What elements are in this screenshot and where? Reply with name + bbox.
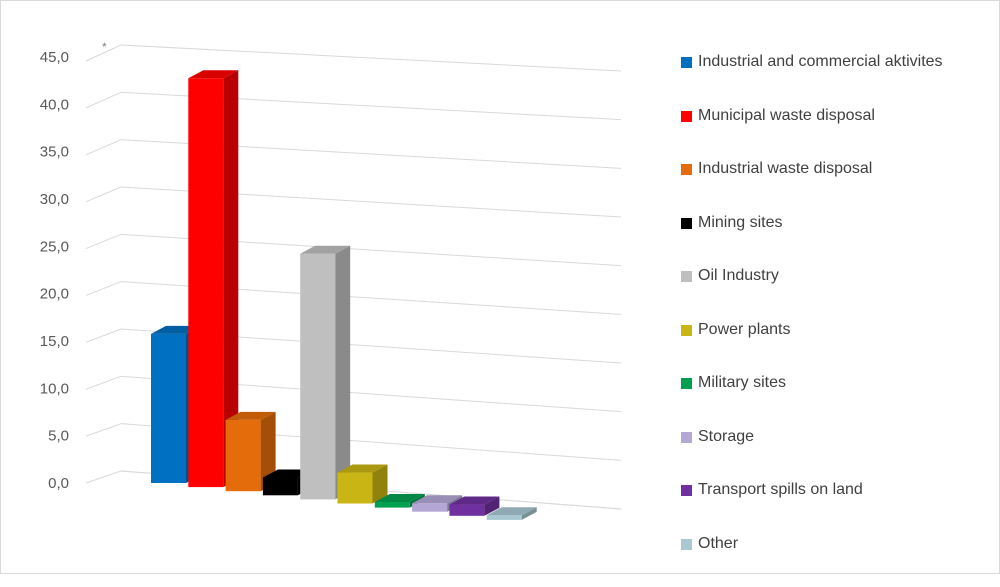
legend-item: Industrial waste disposal (681, 159, 991, 213)
bar-front (226, 420, 261, 491)
legend-item: Industrial and commercial aktivites (681, 52, 991, 106)
legend-label: Oil Industry (698, 266, 779, 286)
bar-front (375, 502, 410, 508)
side-gridline (86, 471, 121, 483)
y-tick-label: 20,0 (40, 286, 69, 303)
side-gridline (86, 329, 121, 342)
bar-front (263, 477, 298, 495)
bar-power-plants (338, 465, 388, 504)
y-tick-label: 10,0 (40, 380, 69, 397)
side-gridline (86, 376, 121, 389)
bar-front (449, 505, 484, 516)
legend-label: Municipal waste disposal (698, 106, 875, 126)
legend-swatch (681, 218, 692, 229)
legend-item: Power plants (681, 320, 991, 374)
y-tick-label: 35,0 (40, 144, 69, 161)
legend-label: Industrial and commercial aktivites (698, 52, 943, 72)
legend-swatch (681, 164, 692, 175)
legend-label: Military sites (698, 373, 786, 393)
legend-swatch (681, 111, 692, 122)
legend-item: Mining sites (681, 213, 991, 267)
legend-swatch (681, 485, 692, 496)
chart-frame: 0,0 5,0 10,0 15,0 20,0 25,0 30,0 35,0 40,0 45,0 *… (0, 0, 1000, 574)
legend-swatch (681, 378, 692, 389)
corner-mark: * (102, 40, 107, 54)
legend-swatch (681, 57, 692, 68)
legend-item: Other (681, 534, 991, 587)
bar-oil-industry (300, 246, 350, 500)
legend-label: Other (698, 534, 738, 554)
side-gridline (86, 187, 121, 202)
y-tick-label: 25,0 (40, 238, 69, 255)
side-gridline (86, 282, 121, 296)
legend-label: Storage (698, 427, 754, 447)
bar-front (338, 473, 373, 504)
bar-front (487, 515, 522, 520)
legend-swatch (681, 271, 692, 282)
bar-side (335, 246, 350, 500)
bar-chart-plot: 0,0 5,0 10,0 15,0 20,0 25,0 30,0 35,0 40,0 45,0 * (1, 1, 661, 575)
side-gridline (86, 92, 121, 108)
legend-item: Oil Industry (681, 266, 991, 320)
bar-front (300, 254, 335, 500)
legend-item: Military sites (681, 373, 991, 427)
legend: Industrial and commercial aktivites Munic… (681, 52, 991, 587)
legend-label: Industrial waste disposal (698, 159, 872, 179)
side-gridline (86, 140, 121, 155)
y-tick-label: 45,0 (40, 49, 69, 66)
legend-label: Transport spills on land (698, 480, 863, 500)
y-tick-label: 15,0 (40, 333, 69, 350)
y-axis: 0,0 5,0 10,0 15,0 20,0 25,0 30,0 35,0 40,0 45,0 (40, 49, 69, 492)
legend-label: Power plants (698, 320, 791, 340)
y-tick-label: 0,0 (48, 475, 69, 492)
legend-swatch (681, 432, 692, 443)
gridline (121, 45, 621, 71)
y-tick-label: 5,0 (48, 428, 69, 445)
bars (151, 70, 537, 520)
legend-label: Mining sites (698, 213, 782, 233)
side-gridline (86, 424, 121, 436)
bar-front (151, 334, 186, 483)
legend-item: Municipal waste disposal (681, 106, 991, 160)
y-tick-label: 40,0 (40, 96, 69, 113)
bar-front (412, 503, 447, 511)
side-gridline (86, 234, 121, 248)
y-tick-label: 30,0 (40, 191, 69, 208)
legend-item: Transport spills on land (681, 480, 991, 534)
bar-front (188, 78, 223, 487)
legend-item: Storage (681, 427, 991, 481)
legend-swatch (681, 539, 692, 550)
legend-swatch (681, 325, 692, 336)
